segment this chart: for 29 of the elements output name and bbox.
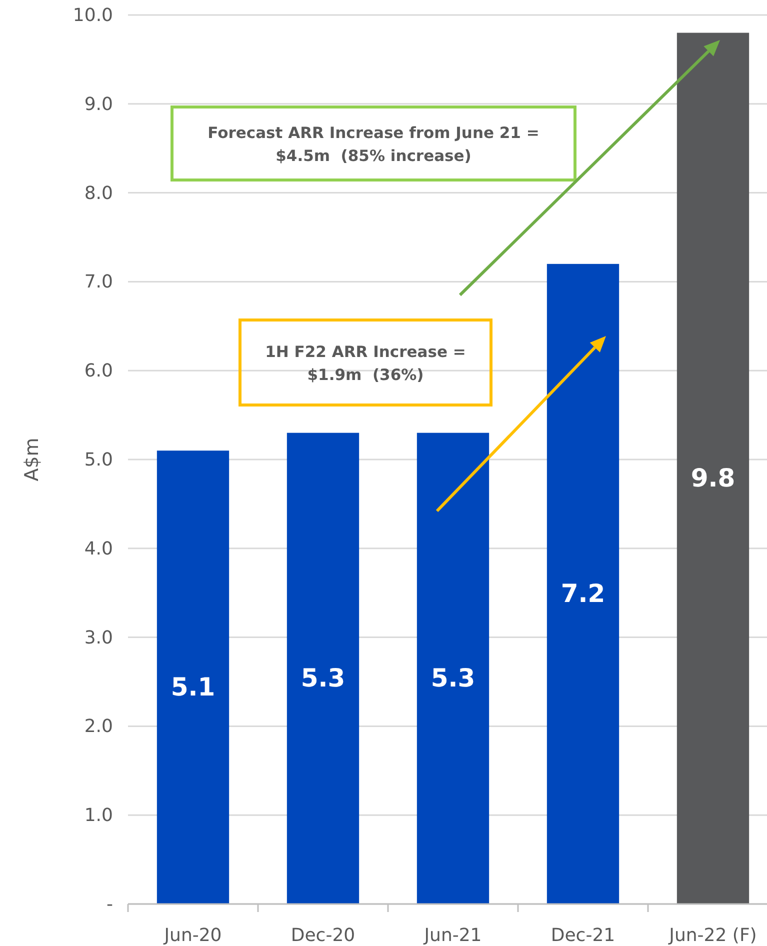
y-tick-label: 1.0: [84, 805, 113, 826]
y-tick-label: 7.0: [84, 272, 113, 293]
bar: [416, 432, 490, 904]
y-tick-label: 6.0: [84, 360, 113, 382]
annotation: Forecast ARR Increase from June 21 = $4.5m (85% increase): [208, 124, 540, 165]
x-tick-label: Dec-20: [290, 925, 356, 946]
bar: [286, 432, 360, 904]
x-tick-label: Jun-21: [423, 925, 482, 946]
x-tick-label: Jun-20: [163, 925, 222, 946]
data-label: 5.3: [430, 663, 476, 692]
y-tick-label: 10.0: [72, 5, 113, 26]
bar: [156, 450, 230, 904]
data-label: 5.3: [300, 663, 346, 692]
y-axis-title: A$m: [21, 438, 43, 482]
data-label: 5.1: [170, 672, 216, 702]
x-tick-label: Dec-21: [550, 925, 616, 946]
bar: [546, 264, 620, 904]
y-tick-label: 2.0: [84, 716, 113, 738]
y-tick-label: 9.0: [84, 94, 113, 115]
y-tick-label: 8.0: [84, 182, 113, 204]
y-tick-label: 5.0: [84, 450, 113, 470]
y-tick-label: -: [106, 894, 113, 915]
y-tick-label: 3.0: [84, 627, 113, 648]
data-label: 9.8: [690, 463, 736, 492]
data-label: 7.2: [560, 578, 606, 608]
annotation: 1H F22 ARR Increase = $1.9m (36%): [265, 343, 466, 384]
bar: [676, 32, 750, 904]
x-tick-label: Jun-22 (F): [668, 925, 757, 946]
y-tick-label: 4.0: [84, 538, 113, 560]
